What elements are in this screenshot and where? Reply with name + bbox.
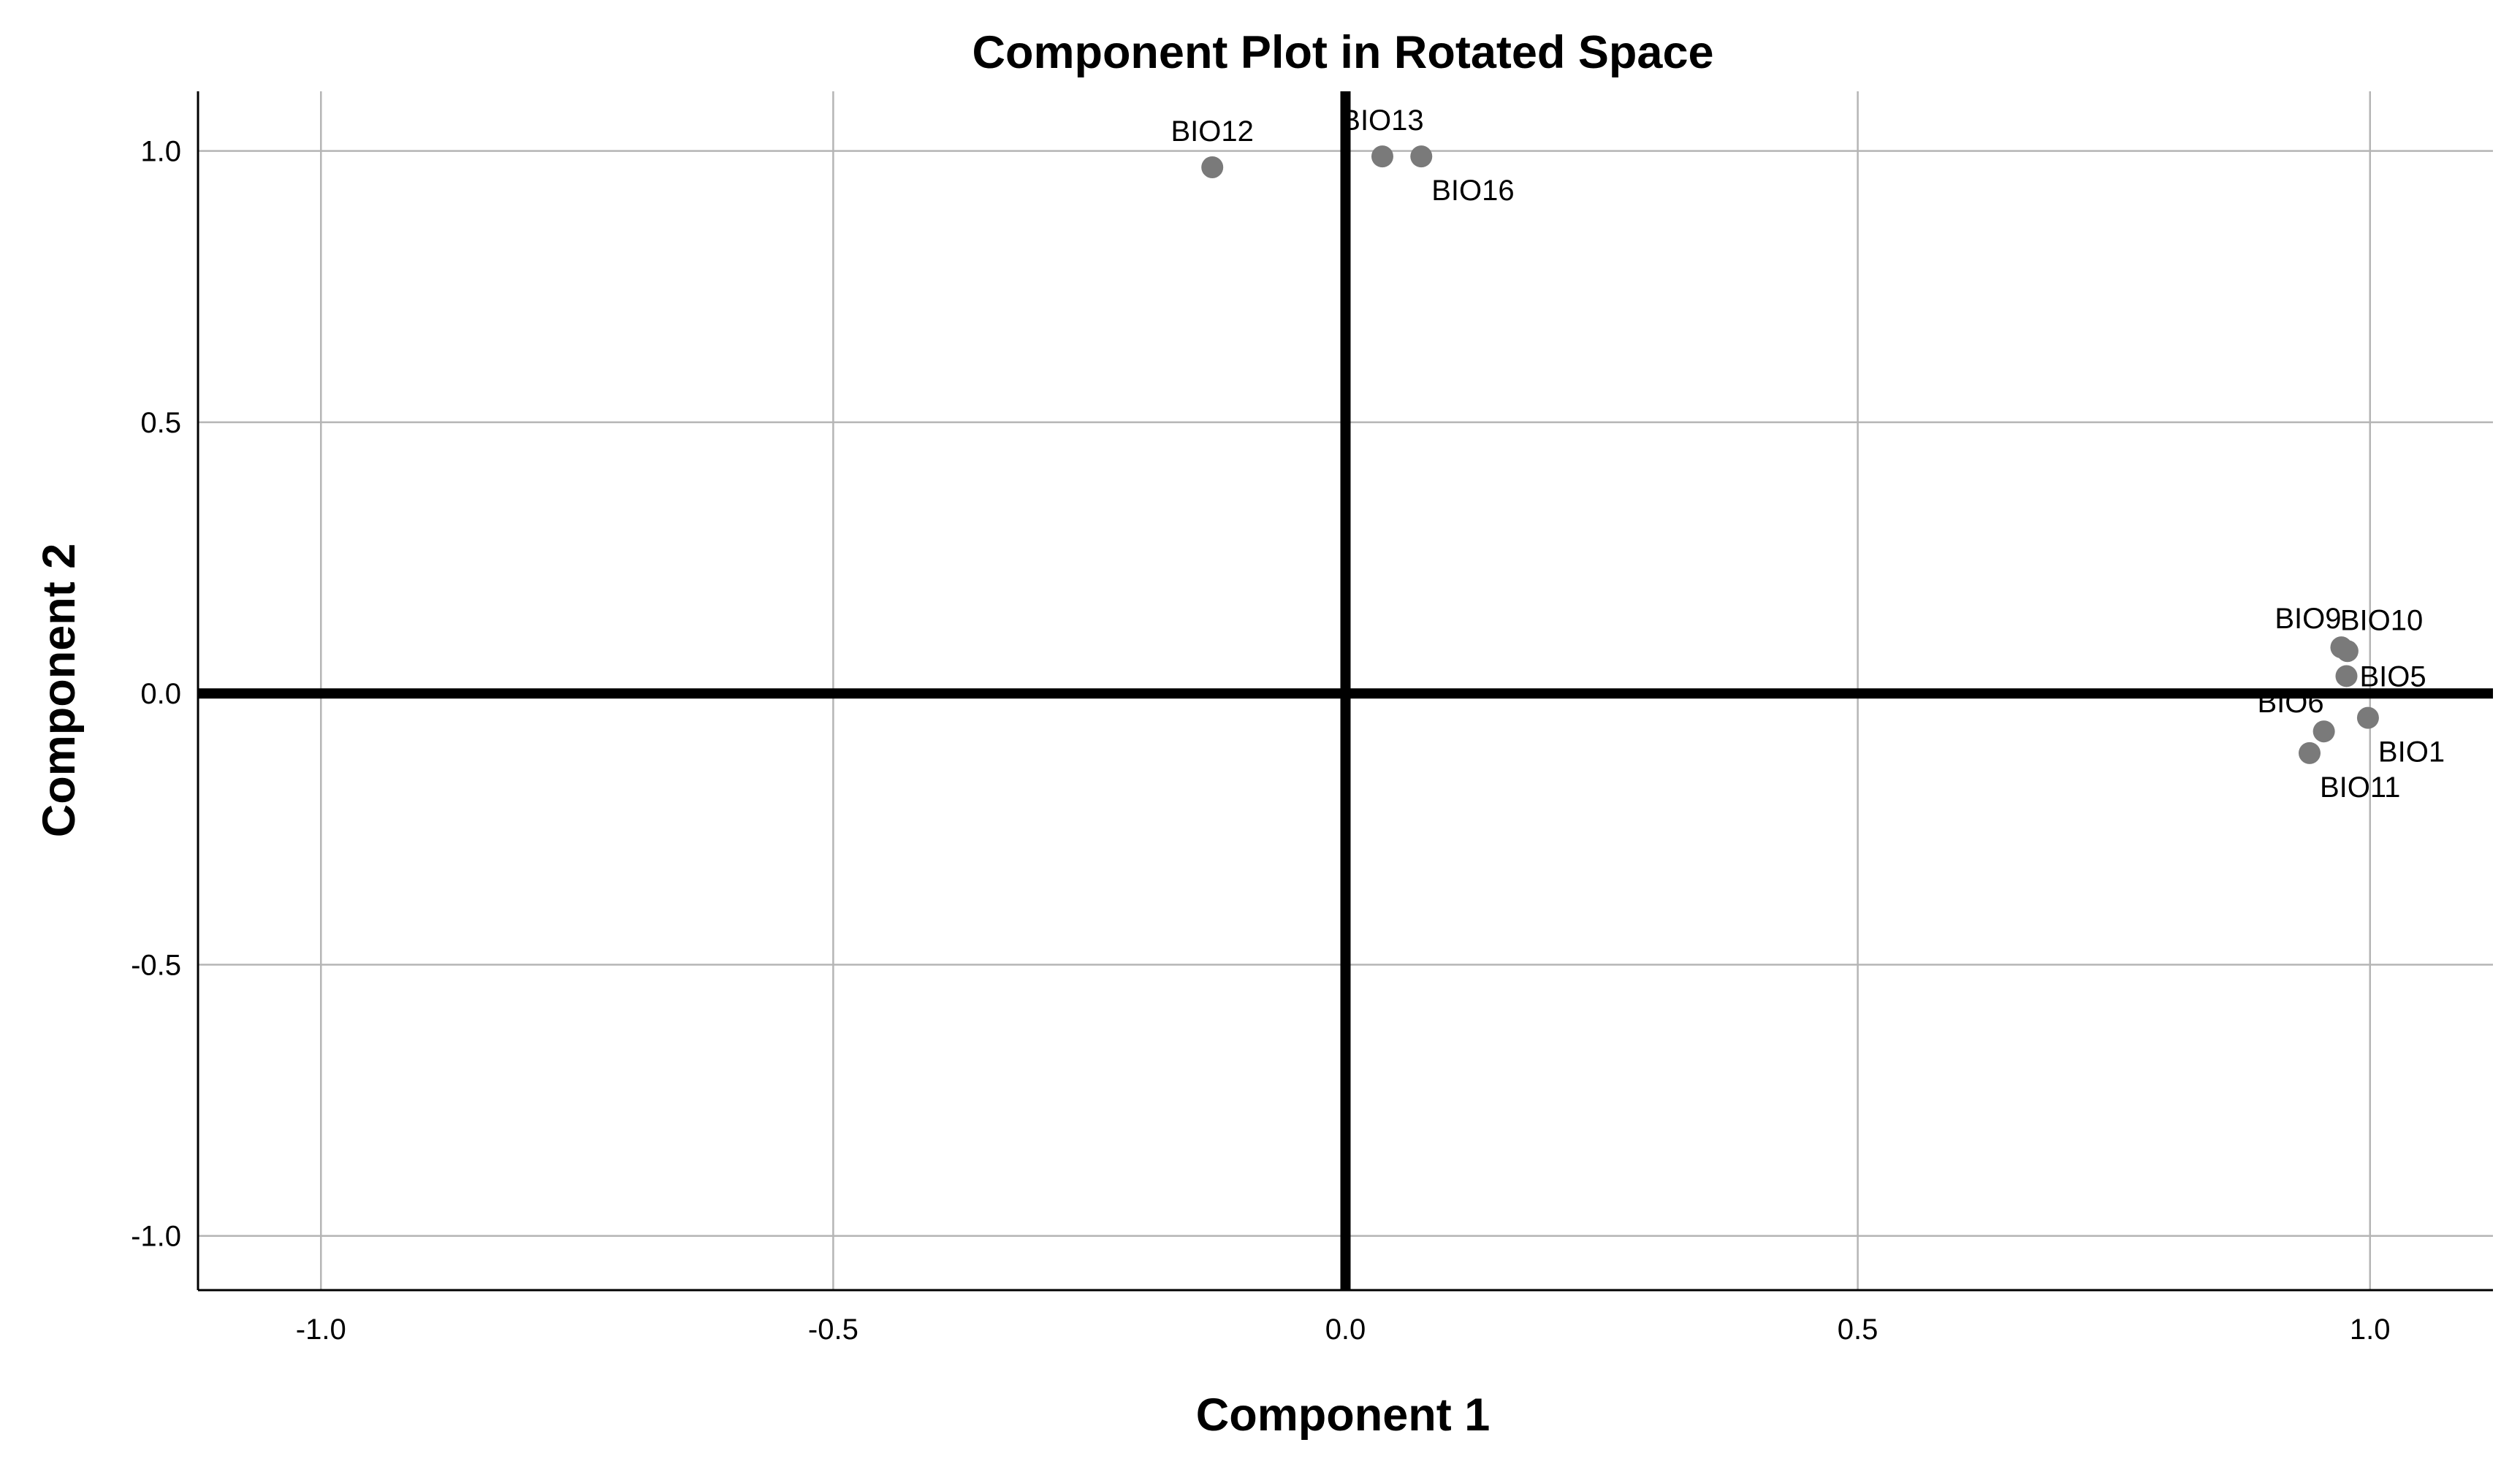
tick-labels: -1.0 -0.5 0.0 0.5 1.0 -1.0 -0.5 0.0 0.5 1.0 [131, 136, 2390, 1346]
data-point-bio13 [1371, 145, 1393, 168]
point-label-bio11: BIO11 [2320, 771, 2400, 804]
point-label-bio12: BIO12 [1171, 115, 1254, 148]
x-tick-label: 0.5 [1838, 1314, 1878, 1346]
point-label-bio13: BIO13 [1341, 104, 1423, 137]
y-tick-label: -1.0 [131, 1221, 181, 1253]
data-point-bio12 [1201, 156, 1224, 178]
data-point-bio16 [1410, 145, 1433, 168]
y-tick-label: 0.0 [140, 678, 181, 710]
point-label-bio10: BIO10 [2340, 604, 2423, 636]
data-point-bio5 [2335, 665, 2358, 687]
x-tick-label: 0.0 [1325, 1314, 1366, 1346]
data-point-bio6 [2312, 720, 2335, 743]
x-axis-title: Component 1 [1196, 1389, 1491, 1441]
y-axis-title: Component 2 [34, 544, 85, 838]
x-tick-label: -0.5 [808, 1314, 859, 1346]
data-point-bio10 [2336, 640, 2359, 663]
point-label-bio1: BIO1 [2378, 736, 2445, 769]
y-tick-label: 1.0 [140, 136, 181, 168]
point-label-bio6: BIO6 [2257, 687, 2323, 719]
data-points [1201, 145, 2379, 764]
y-tick-label: 0.5 [140, 407, 181, 439]
y-tick-label: -0.5 [131, 949, 181, 981]
data-point-bio1 [2356, 706, 2379, 729]
zero-reference-lines [198, 91, 2493, 1290]
x-tick-label: -1.0 [296, 1314, 346, 1346]
point-label-bio9: BIO9 [2275, 603, 2341, 635]
chart-title: Component Plot in Rotated Space [972, 27, 1713, 78]
point-label-bio5: BIO5 [2359, 660, 2426, 693]
x-tick-label: 1.0 [2350, 1314, 2391, 1346]
data-point-bio11 [2299, 741, 2321, 764]
point-label-bio16: BIO16 [1431, 175, 1514, 207]
